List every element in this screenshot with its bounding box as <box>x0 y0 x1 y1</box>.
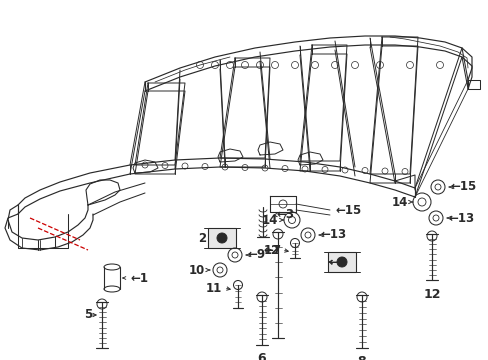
Text: 10: 10 <box>188 264 204 276</box>
Text: 2: 2 <box>198 231 205 244</box>
Circle shape <box>336 257 346 267</box>
Text: ←15: ←15 <box>334 203 361 216</box>
Text: ←13: ←13 <box>319 229 346 242</box>
Text: ←7: ←7 <box>263 243 281 256</box>
Text: 6: 6 <box>257 352 266 360</box>
Text: ←15: ←15 <box>449 180 475 194</box>
Bar <box>207 228 236 248</box>
Text: 12: 12 <box>263 243 280 256</box>
Text: ←4: ←4 <box>327 256 346 269</box>
Text: 5: 5 <box>84 309 92 321</box>
Text: 14: 14 <box>391 195 407 208</box>
Text: ←9: ←9 <box>246 248 264 261</box>
Text: 14: 14 <box>261 213 278 226</box>
Text: 11: 11 <box>205 282 222 294</box>
Bar <box>327 252 355 272</box>
Text: ←1: ←1 <box>130 271 148 284</box>
Text: 12: 12 <box>423 288 440 301</box>
Text: ←13: ←13 <box>447 211 473 225</box>
Text: ←3: ←3 <box>275 208 293 221</box>
Circle shape <box>217 233 226 243</box>
Text: 8: 8 <box>357 355 366 360</box>
